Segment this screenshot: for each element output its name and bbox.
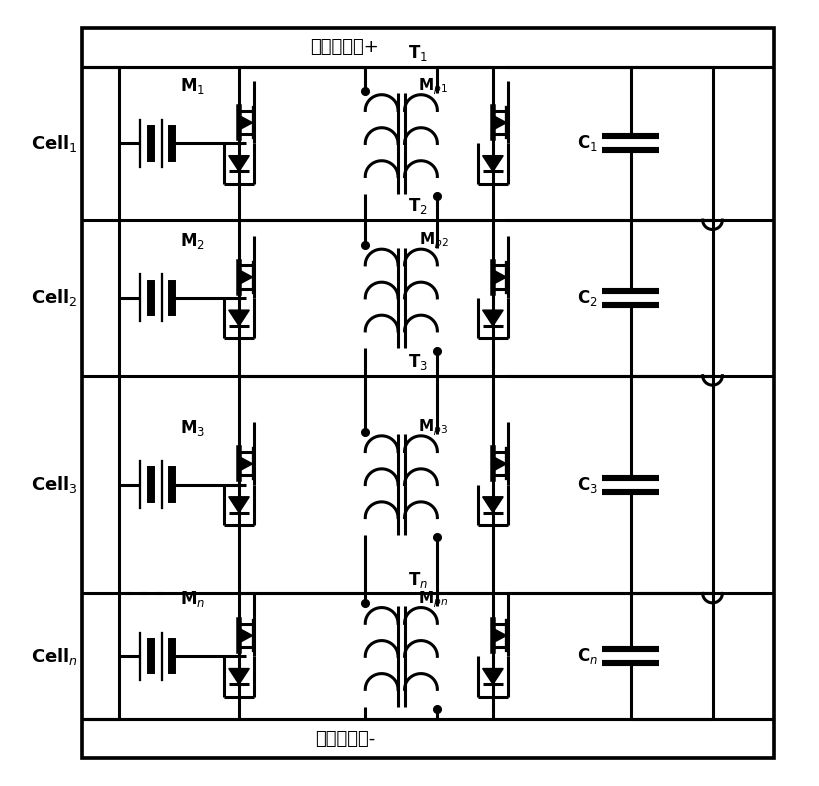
- Text: T$_2$: T$_2$: [408, 196, 428, 216]
- Polygon shape: [493, 270, 506, 285]
- Polygon shape: [482, 310, 503, 326]
- Text: T$_3$: T$_3$: [408, 352, 428, 372]
- Polygon shape: [239, 628, 252, 643]
- Polygon shape: [239, 457, 252, 471]
- Polygon shape: [482, 497, 503, 512]
- Text: Cell$_2$: Cell$_2$: [31, 288, 78, 308]
- Polygon shape: [229, 310, 249, 326]
- Text: M$_{p1}$: M$_{p1}$: [419, 76, 448, 97]
- Text: C$_1$: C$_1$: [577, 134, 598, 153]
- Text: M$_{p2}$: M$_{p2}$: [419, 230, 448, 252]
- Polygon shape: [482, 669, 503, 685]
- Text: C$_n$: C$_n$: [577, 646, 598, 667]
- Polygon shape: [229, 497, 249, 512]
- Text: Cell$_3$: Cell$_3$: [31, 474, 78, 495]
- Polygon shape: [493, 116, 506, 130]
- Text: M$_{p3}$: M$_{p3}$: [419, 417, 448, 438]
- Polygon shape: [493, 457, 506, 471]
- Text: M$_{pn}$: M$_{pn}$: [419, 589, 448, 610]
- Text: 电池组总正+: 电池组总正+: [310, 39, 379, 56]
- Polygon shape: [229, 669, 249, 685]
- Text: 电池组总负-: 电池组总负-: [314, 730, 375, 747]
- Text: T$_n$: T$_n$: [408, 570, 428, 590]
- Text: Cell$_1$: Cell$_1$: [31, 133, 78, 154]
- Text: T$_1$: T$_1$: [408, 43, 428, 63]
- Polygon shape: [229, 156, 249, 171]
- Polygon shape: [493, 628, 506, 643]
- Polygon shape: [239, 270, 252, 285]
- Text: M$_1$: M$_1$: [180, 76, 206, 97]
- Text: C$_3$: C$_3$: [577, 475, 598, 494]
- Polygon shape: [482, 156, 503, 171]
- Text: Cell$_n$: Cell$_n$: [31, 646, 78, 667]
- Text: M$_2$: M$_2$: [180, 231, 206, 251]
- Text: M$_n$: M$_n$: [180, 590, 206, 609]
- Text: C$_2$: C$_2$: [577, 288, 598, 308]
- Polygon shape: [239, 116, 252, 130]
- Text: M$_3$: M$_3$: [180, 417, 206, 438]
- FancyBboxPatch shape: [82, 28, 774, 758]
